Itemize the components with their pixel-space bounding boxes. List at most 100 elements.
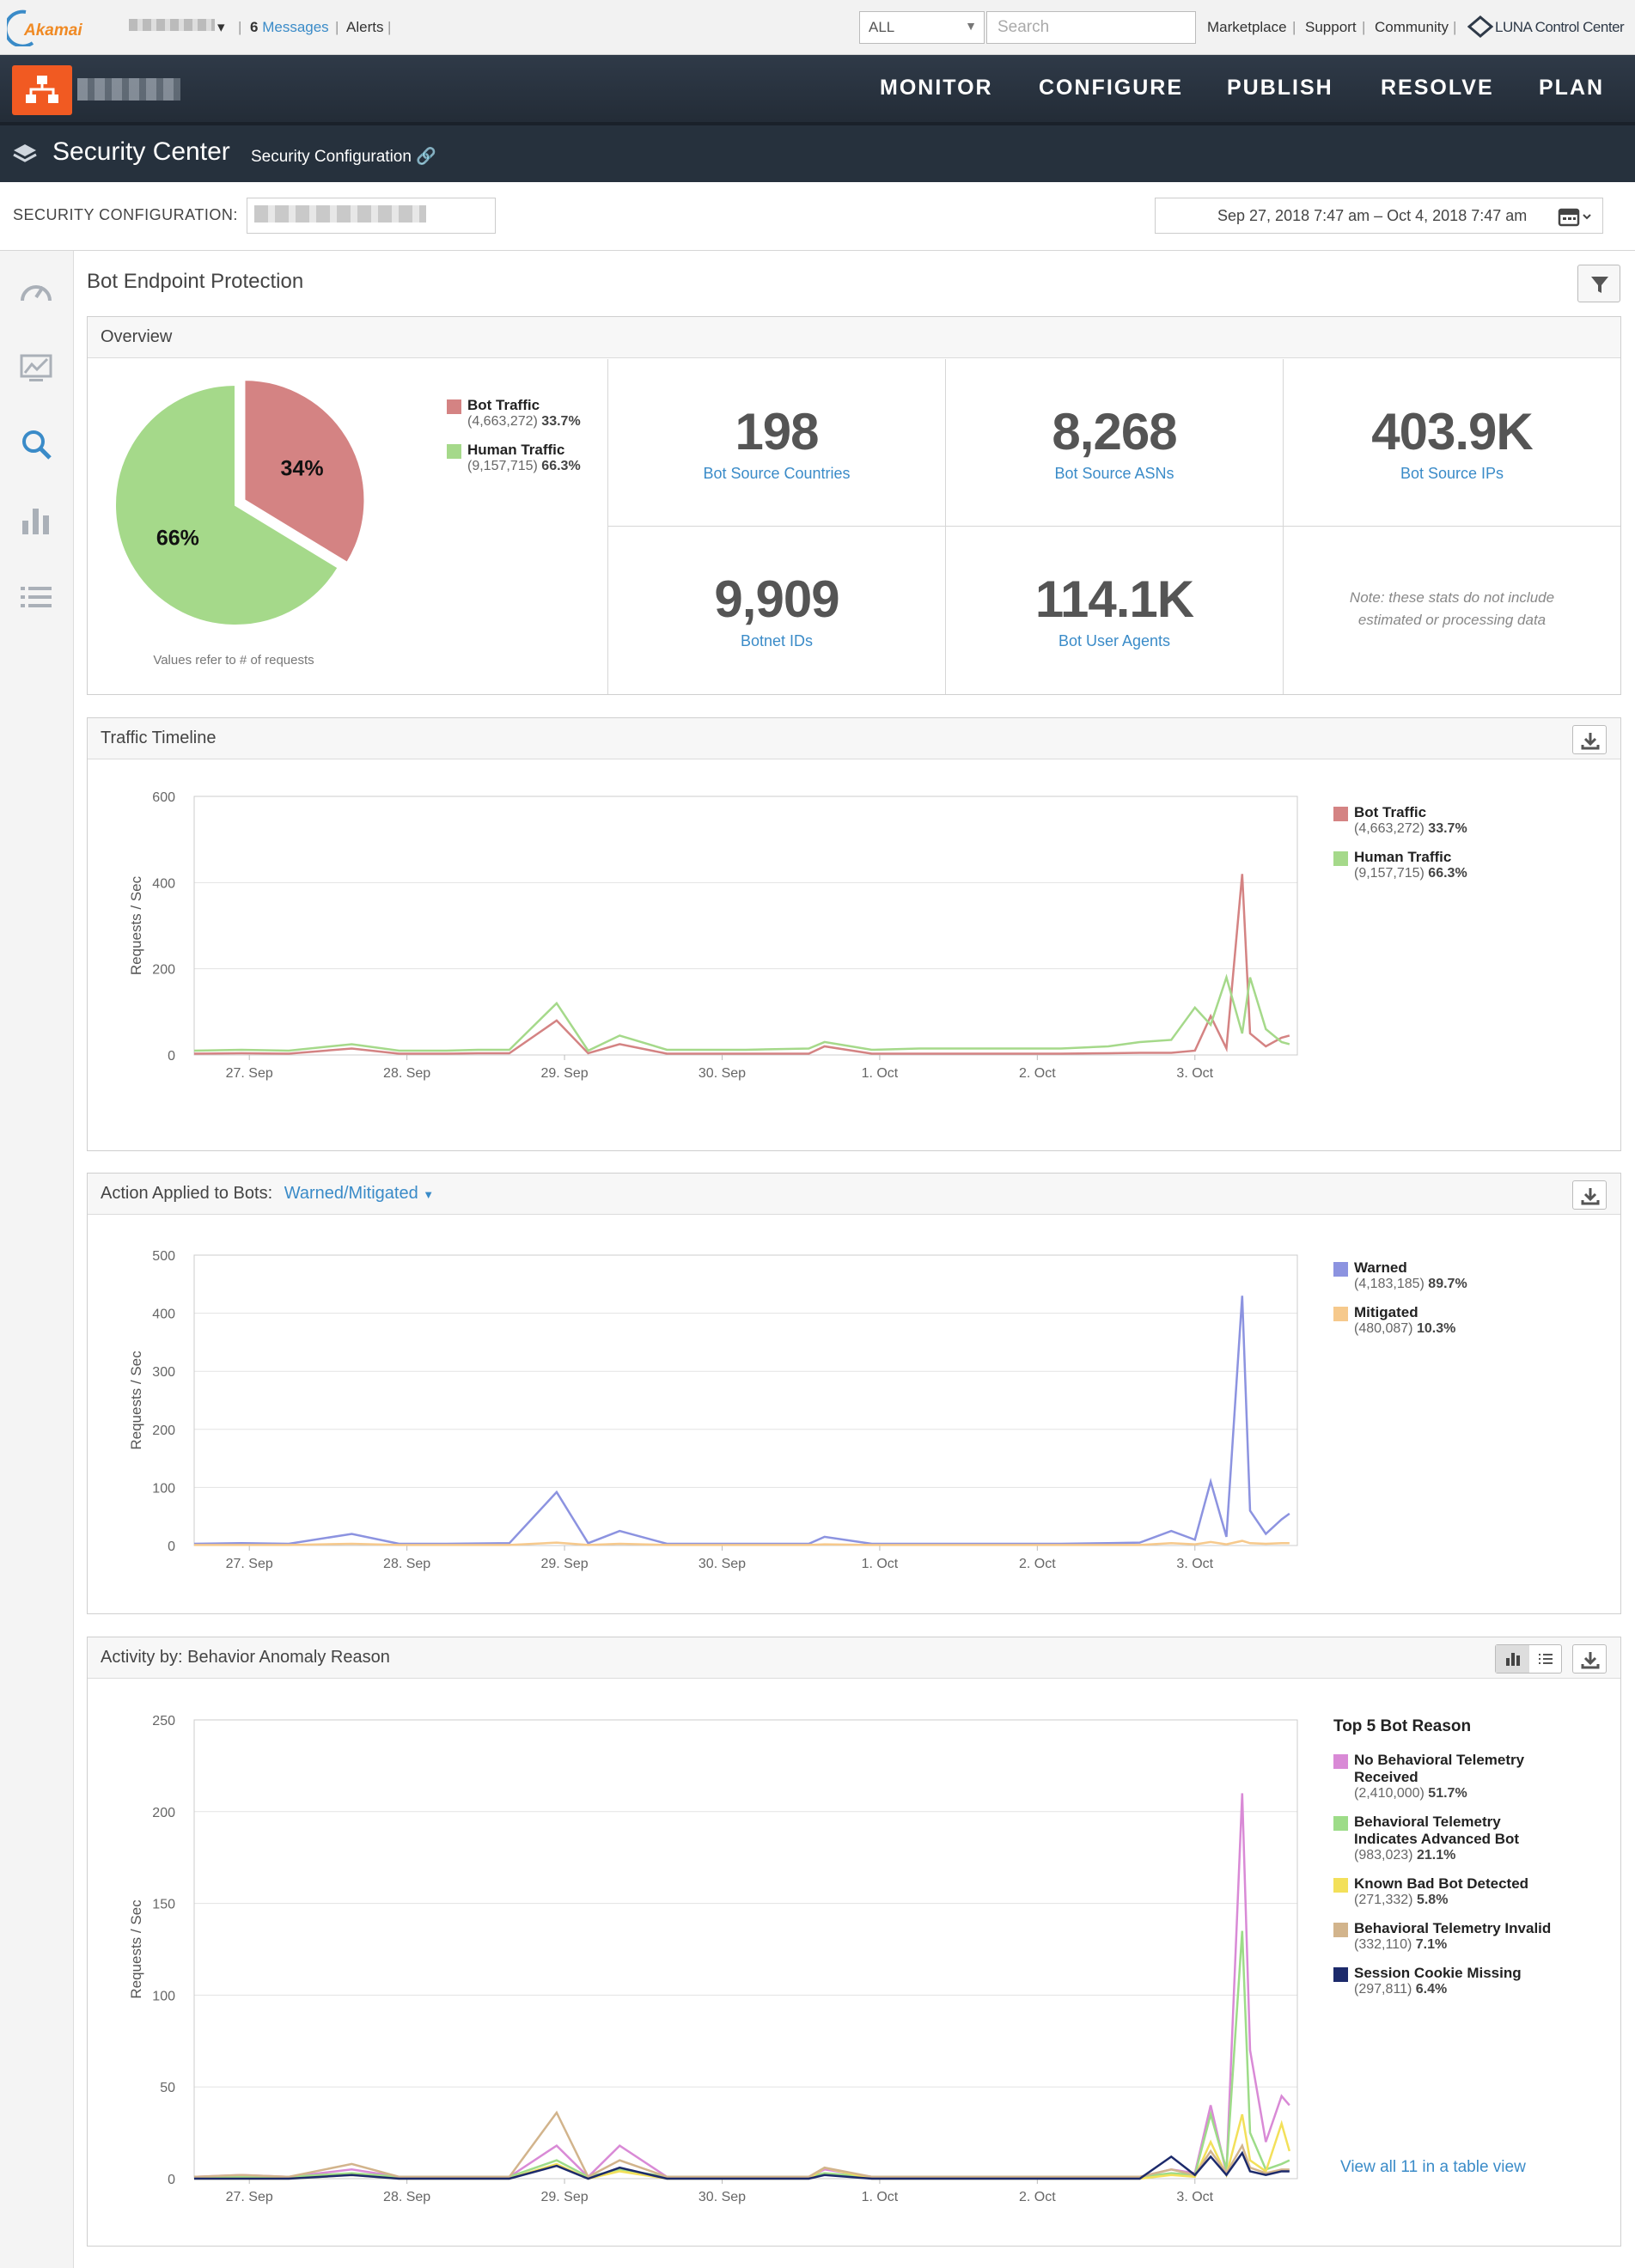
legend-item[interactable]: Human Traffic (9,157,715) 66.3% (1333, 849, 1467, 881)
legend-item[interactable]: Warned (4,183,185) 89.7% (1333, 1259, 1467, 1292)
traffic-timeline-legend: Bot Traffic (4,663,272) 33.7% Human Traffi… (1333, 804, 1467, 893)
y-tick-label: 100 (152, 1481, 175, 1496)
traffic-pie-chart: 34% 66% (114, 379, 366, 626)
messages-link[interactable]: 6 Messages (250, 19, 329, 36)
series-line (194, 2150, 1290, 2180)
account-dropdown-icon[interactable]: ▾ (217, 19, 225, 35)
support-link[interactable]: Support (1305, 19, 1357, 35)
stat-label[interactable]: Bot Source IPs (1400, 465, 1504, 482)
legend-item[interactable]: Bot Traffic (4,663,272) 33.7% (1333, 804, 1467, 837)
x-tick-label: 29. Sep (540, 1066, 588, 1081)
stat-label[interactable]: Botnet IDs (740, 632, 814, 649)
legend-item[interactable]: Bot Traffic (4,663,272) 33.7% (447, 397, 581, 430)
nav-plan[interactable]: PLAN (1539, 76, 1605, 100)
y-tick-label: 300 (152, 1365, 175, 1380)
download-button[interactable] (1572, 1644, 1607, 1674)
breadcrumb-security-configuration[interactable]: Security Configuration 🔗 (251, 146, 436, 167)
legend-name: Mitigated (1354, 1304, 1418, 1320)
list-icon[interactable] (17, 578, 55, 616)
legend-swatch (1333, 1967, 1348, 1982)
legend-count: (2,410,000) (1354, 1786, 1425, 1801)
account-name-redacted[interactable] (129, 19, 215, 31)
legend-count: (4,183,185) (1354, 1277, 1425, 1291)
stat-label[interactable]: Bot Source ASNs (1054, 465, 1174, 482)
security-configuration-select[interactable] (247, 198, 496, 234)
alerts-link[interactable]: Alerts (346, 19, 384, 35)
layers-icon[interactable] (12, 143, 38, 165)
legend-swatch (1333, 807, 1348, 821)
overview-title: Overview (88, 317, 1620, 358)
akamai-logo[interactable]: Akamai (7, 9, 106, 46)
overview-panel: Overview 34% 66% Bot Traffic (4,663,272) 3… (87, 316, 1621, 695)
nav-monitor[interactable]: MONITOR (880, 76, 993, 100)
y-tick-label: 400 (152, 1308, 175, 1322)
sitemap-icon (26, 76, 58, 103)
activity-chart: 0 50 100 150 200 250 27. Sep 28. Sep 29. Sep 30. … (128, 1714, 1298, 2204)
series-line (193, 1793, 1290, 2179)
legend-swatch (1333, 1307, 1348, 1321)
legend-value: (4,183,185) 89.7% (1354, 1277, 1467, 1292)
series-line (193, 874, 1290, 1055)
stat-label[interactable]: Bot Source Countries (703, 465, 851, 482)
stat-label[interactable]: Bot User Agents (1058, 632, 1171, 649)
series-line (194, 1539, 1290, 1546)
luna-control-center-link[interactable]: LUNA Control Center (1495, 19, 1625, 35)
legend-value: (271,332) 5.8% (1354, 1893, 1565, 1908)
pie-chart-area: 34% 66% Bot Traffic (4,663,272) 33.7% Human… (88, 359, 607, 694)
legend-item[interactable]: No Behavioral Telemetry Received (2,410,0… (1333, 1752, 1565, 1802)
search-icon[interactable] (17, 425, 55, 463)
series-line (194, 2113, 1291, 2180)
legend-item[interactable]: Human Traffic (9,157,715) 66.3% (447, 442, 581, 474)
legend-swatch (447, 399, 461, 414)
stat-value: 403.9K (1371, 403, 1533, 460)
configuration-name-redacted (254, 205, 426, 223)
legend-item[interactable]: Behavioral Telemetry Invalid (332,110) 7.… (1333, 1920, 1565, 1953)
filter-button[interactable] (1577, 265, 1620, 302)
nav-publish[interactable]: PUBLISH (1227, 76, 1333, 100)
legend-count: (9,157,715) (1354, 866, 1425, 881)
dashboard-gauge-icon[interactable] (17, 273, 55, 311)
pie-slice (114, 383, 339, 626)
nav-resolve[interactable]: RESOLVE (1381, 76, 1494, 100)
legend-item[interactable]: Known Bad Bot Detected (271,332) 5.8% (1333, 1875, 1565, 1908)
table-view-button[interactable] (1529, 1645, 1562, 1673)
legend-count: (4,663,272) (467, 414, 538, 429)
x-tick-label: 29. Sep (540, 1557, 588, 1571)
legend-item[interactable]: Session Cookie Missing (297,811) 6.4% (1333, 1965, 1565, 1997)
caret-down-icon: ▼ (423, 1188, 435, 1201)
pie-note: Values refer to # of requests (153, 653, 314, 668)
nav-configure[interactable]: CONFIGURE (1039, 76, 1183, 100)
app-switcher-button[interactable] (12, 65, 72, 115)
download-icon (1581, 733, 1600, 750)
download-button[interactable] (1572, 725, 1607, 754)
y-tick-label: 150 (152, 1898, 175, 1912)
y-tick-label: 200 (152, 1424, 175, 1438)
action-filter-dropdown[interactable]: Warned/Mitigated ▼ (284, 1184, 434, 1203)
view-all-table-link[interactable]: View all 11 in a table view (1340, 2158, 1526, 2176)
x-tick-label: 27. Sep (226, 1557, 273, 1571)
date-range-picker[interactable]: Sep 27, 2018 7:47 am – Oct 4, 2018 7:47 … (1155, 198, 1603, 234)
x-tick-label: 3. Oct (1176, 2190, 1213, 2204)
search-input[interactable]: Search (986, 11, 1196, 44)
bar-chart-icon[interactable] (17, 502, 55, 540)
monitor-chart-icon[interactable] (17, 349, 55, 387)
y-tick-label: 0 (168, 1049, 175, 1064)
stats-note: Note: these stats do not include estimat… (1349, 589, 1555, 628)
legend-count: (480,087) (1354, 1321, 1413, 1336)
chart-view-button[interactable] (1496, 1645, 1529, 1673)
download-button[interactable] (1572, 1180, 1607, 1210)
activity-panel: Activity by: Behavior Anomaly Reason 0 50… (87, 1637, 1621, 2247)
legend-name: Bot Traffic (1354, 804, 1427, 820)
legend-item[interactable]: Mitigated (480,087) 10.3% (1333, 1304, 1467, 1337)
series-line (194, 1930, 1290, 2179)
messages-label: Messages (262, 19, 329, 35)
community-link[interactable]: Community (1375, 19, 1449, 35)
search-scope-select[interactable]: ALL ▼ (859, 11, 985, 44)
legend-swatch (1333, 1262, 1348, 1277)
marketplace-link[interactable]: Marketplace (1207, 19, 1287, 35)
legend-name: Human Traffic (467, 442, 565, 458)
legend-pct: 66.3% (541, 459, 581, 473)
legend-value: (4,663,272) 33.7% (467, 414, 581, 430)
legend-item[interactable]: Behavioral Telemetry Indicates Advanced … (1333, 1814, 1565, 1863)
x-tick-label: 1. Oct (862, 1066, 899, 1081)
